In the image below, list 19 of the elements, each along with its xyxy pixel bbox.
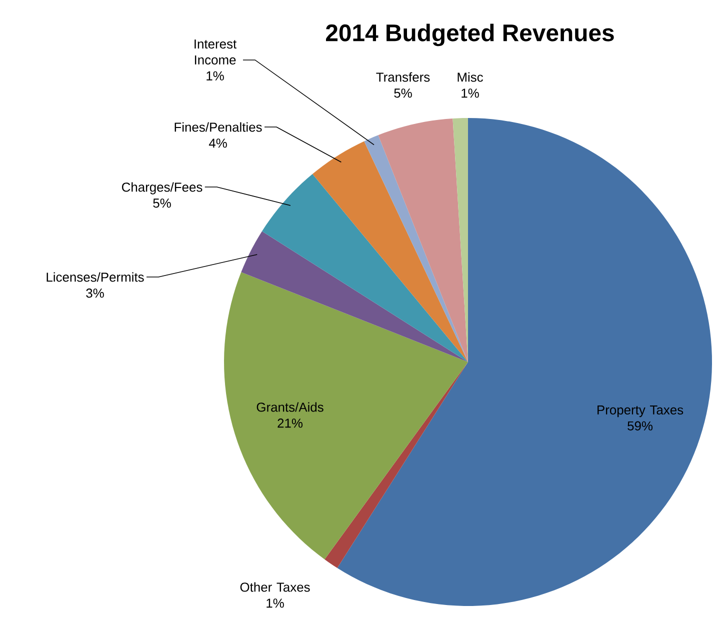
data-label: 5%	[394, 88, 412, 98]
data-label: 59%	[628, 421, 653, 430]
slice-label: Misc	[458, 72, 483, 82]
slice-label: Charges/Fees	[122, 182, 202, 194]
data-label: 5%	[153, 198, 171, 208]
slice-label: Grants/Aids	[256, 402, 324, 412]
slice-label: Property Taxes	[598, 406, 684, 418]
slice-label: Interest Income	[194, 40, 237, 65]
data-label: 4%	[208, 138, 227, 148]
data-label: 1%	[266, 598, 284, 608]
slice-label: Other Taxes	[240, 582, 310, 592]
slice-label: Licenses/Permits	[46, 272, 144, 282]
data-label: 1%	[206, 71, 224, 80]
data-label: 3%	[86, 288, 104, 298]
data-label: 21%	[278, 418, 303, 428]
data-label: 1%	[462, 88, 479, 98]
slice-label: Transfers	[376, 72, 430, 82]
slice-label: Fines/Penalties	[174, 122, 262, 132]
chart-title: 2014 Budgeted Revenues	[326, 24, 614, 46]
